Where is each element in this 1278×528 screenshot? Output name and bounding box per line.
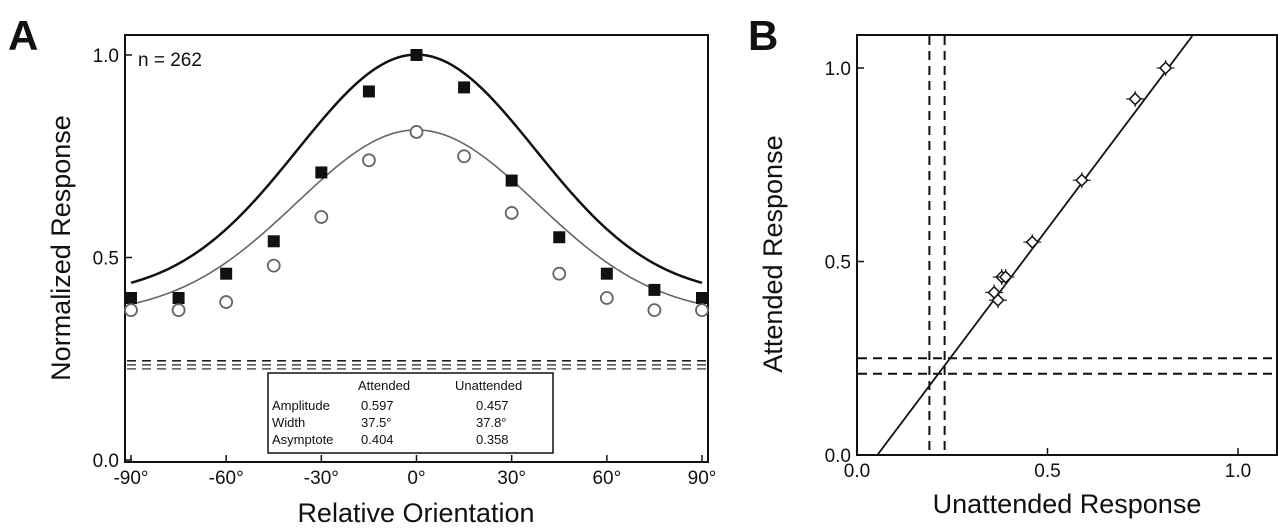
unattended-data-point [171,303,186,318]
scatter-point [998,270,1013,284]
parameter-table: Attended Unattended Amplitude 0.597 0.45… [267,372,554,454]
table-cell: 0.358 [476,432,509,447]
scatter-point [991,293,1005,307]
scatter-point [1158,61,1173,75]
panel-b-label: B [748,12,778,59]
unattended-data-point [362,153,376,168]
attended-data-point [648,283,661,296]
unattended-data-point [504,206,519,220]
table-cell: 0.457 [476,398,509,413]
panel-a: A n = 262 -90° -60° -30° 0° 30° 60° 90° 0.0 0.5… [8,12,716,528]
attended-data-point [696,292,708,304]
table-row-label: Amplitude [272,398,330,413]
unattended-data-point [409,125,424,139]
panel-a-fit-curves [130,53,703,305]
attended-data-point [410,49,423,61]
x-tick-label: 90° [688,468,717,489]
panel-a-annotation: n = 262 [138,50,202,71]
attended-data-point [362,85,375,98]
y-tick-label: 0.0 [93,451,119,472]
unattended-data-point [647,303,662,318]
unattended-data-point [457,149,471,164]
table-cell: 0.404 [361,432,394,447]
y-tick-label: 1.0 [93,46,119,67]
scatter-point [1025,235,1039,249]
unattended-data-point [219,295,234,309]
attended-data-point [125,292,137,304]
panel-a-baselines [127,359,706,370]
attended-data-point [505,174,518,187]
panel-b-y-ticks: 0.0 0.5 1.0 [825,59,864,467]
scatter-point [1128,92,1142,106]
x-tick-label: -60° [209,468,244,489]
y-tick-label: 0.0 [825,446,851,467]
scatter-point [1075,173,1089,187]
x-tick-label: 0.0 [844,461,870,482]
table-header-attended: Attended [358,378,410,393]
x-tick-label: 1.0 [1225,461,1251,482]
panel-b: B 0.0 0.5 1.0 0.0 0.5 1.0 Unattended Respons… [748,12,1278,519]
panel-a-y-axis-label: Normalized Response [46,115,76,381]
panel-a-label: A [8,12,38,59]
table-row-label: Width [272,415,305,430]
panel-a-y-ticks: 0.0 0.5 1.0 [93,46,132,472]
x-tick-label: -30° [304,468,339,489]
x-tick-label: 0.5 [1034,461,1060,482]
attended-data-point [553,231,566,244]
parameter-table-box [267,372,554,454]
table-cell: 0.597 [361,398,394,413]
unattended-data-point [599,291,614,305]
attended-data-point [220,267,233,280]
panel-a-x-axis-label: Relative Orientation [297,498,534,528]
attended-data-point [315,166,328,179]
unattended-data-point [124,303,138,318]
y-tick-label: 1.0 [825,59,851,80]
table-cell: 37.5° [361,415,392,430]
attended-fit-curve [130,53,703,285]
x-tick-label: 0° [407,468,425,489]
table-row-label: Asymptote [272,432,333,447]
panel-b-x-ticks: 0.0 0.5 1.0 [844,448,1251,482]
panel-b-frame [856,34,1278,456]
x-tick-label: 60° [592,468,621,489]
panel-b-points [985,60,1175,309]
unattended-data-point [695,303,709,318]
attended-data-point [267,235,280,248]
unattended-data-point [266,258,281,273]
y-tick-label: 0.5 [825,253,851,274]
attended-data-point [458,81,471,94]
y-tick-label: 0.5 [93,249,119,270]
panel-b-dashed-guides [858,36,1276,454]
table-header-unattended: Unattended [455,378,522,393]
unattended-data-point [552,266,567,281]
unattended-fit-curve [130,129,703,305]
panel-a-markers [124,49,709,318]
x-tick-label: -90° [113,468,148,489]
panel-a-x-ticks: -90° -60° -30° 0° 30° 60° 90° [113,455,716,489]
table-cell: 37.8° [476,415,507,430]
attended-data-point [172,292,185,304]
x-tick-label: 30° [497,468,526,489]
unattended-data-point [314,210,329,224]
panel-b-x-axis-label: Unattended Response [933,489,1202,519]
attended-data-point [600,267,613,280]
panel-b-y-axis-label: Attended Response [758,135,788,372]
